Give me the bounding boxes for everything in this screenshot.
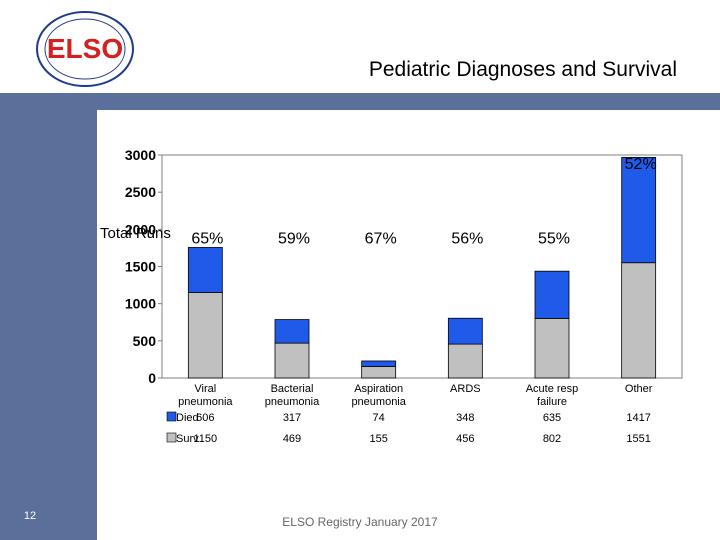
legend-label-surv: Surv xyxy=(176,433,199,445)
legend-label-died: Died xyxy=(176,412,199,424)
footer-source: ELSO Registry January 2017 xyxy=(282,515,438,529)
bar-surv xyxy=(274,342,310,379)
table-cell-died: 74 xyxy=(373,412,385,424)
category-label: Other xyxy=(625,383,653,395)
y-tick-label: 3000 xyxy=(125,147,156,163)
legend-swatch-surv xyxy=(166,432,177,443)
bar-surv xyxy=(534,317,570,379)
y-tick-label: 1500 xyxy=(125,259,156,275)
sidebar-band xyxy=(0,93,97,540)
table-cell-surv: 155 xyxy=(369,433,387,445)
category-label: ARDS xyxy=(450,383,481,395)
bar-died xyxy=(361,360,397,367)
category-label: Bacterial xyxy=(271,383,314,395)
bar-died xyxy=(447,317,483,345)
bar-surv xyxy=(187,292,223,379)
bar-surv xyxy=(447,343,483,379)
table-cell-died: 606 xyxy=(196,412,214,424)
category-label: Acute resp xyxy=(526,383,579,395)
survival-percent: 65% xyxy=(191,230,223,247)
category-label: pneumonia xyxy=(351,396,406,408)
survival-percent: 56% xyxy=(451,230,483,247)
y-axis-label: Total Runs xyxy=(100,225,171,242)
plot-area xyxy=(161,154,683,379)
table-cell-surv: 1551 xyxy=(626,433,650,445)
bar-died xyxy=(534,270,570,319)
category-label: Aspiration xyxy=(354,383,403,395)
survival-percent: 52% xyxy=(625,156,657,173)
title-band xyxy=(0,93,720,110)
category-label: pneumonia xyxy=(265,396,320,408)
survival-percent: 59% xyxy=(278,230,310,247)
category-label: pneumonia xyxy=(178,396,233,408)
elso-logo: ELSO xyxy=(36,11,134,87)
bar-died xyxy=(274,319,310,344)
table-cell-died: 635 xyxy=(543,412,561,424)
table-cell-died: 317 xyxy=(283,412,301,424)
table-cell-surv: 469 xyxy=(283,433,301,445)
survival-percent: 55% xyxy=(538,230,570,247)
table-cell-died: 1417 xyxy=(626,412,650,424)
table-cell-surv: 1150 xyxy=(194,433,218,445)
category-label: failure xyxy=(537,396,567,408)
bar-died xyxy=(187,247,223,293)
category-label: Viral xyxy=(194,383,216,395)
table-cell-surv: 456 xyxy=(456,433,474,445)
table-cell-surv: 802 xyxy=(543,433,561,445)
bar-died xyxy=(621,156,657,264)
bar-surv xyxy=(621,262,657,379)
logo-text: ELSO xyxy=(47,33,123,64)
table-cell-died: 348 xyxy=(456,412,474,424)
y-tick-label: 500 xyxy=(133,333,157,349)
survival-percent: 67% xyxy=(365,230,397,247)
legend-swatch-died xyxy=(166,411,177,422)
y-tick-label: 2000 xyxy=(125,221,156,237)
y-tick-label: 0 xyxy=(148,370,156,386)
bar-surv xyxy=(361,366,397,379)
y-tick-label: 1000 xyxy=(125,296,156,312)
slide-number: 12 xyxy=(23,510,37,522)
y-tick-label: 2500 xyxy=(125,184,156,200)
slide-title: Pediatric Diagnoses and Survival xyxy=(368,58,677,81)
